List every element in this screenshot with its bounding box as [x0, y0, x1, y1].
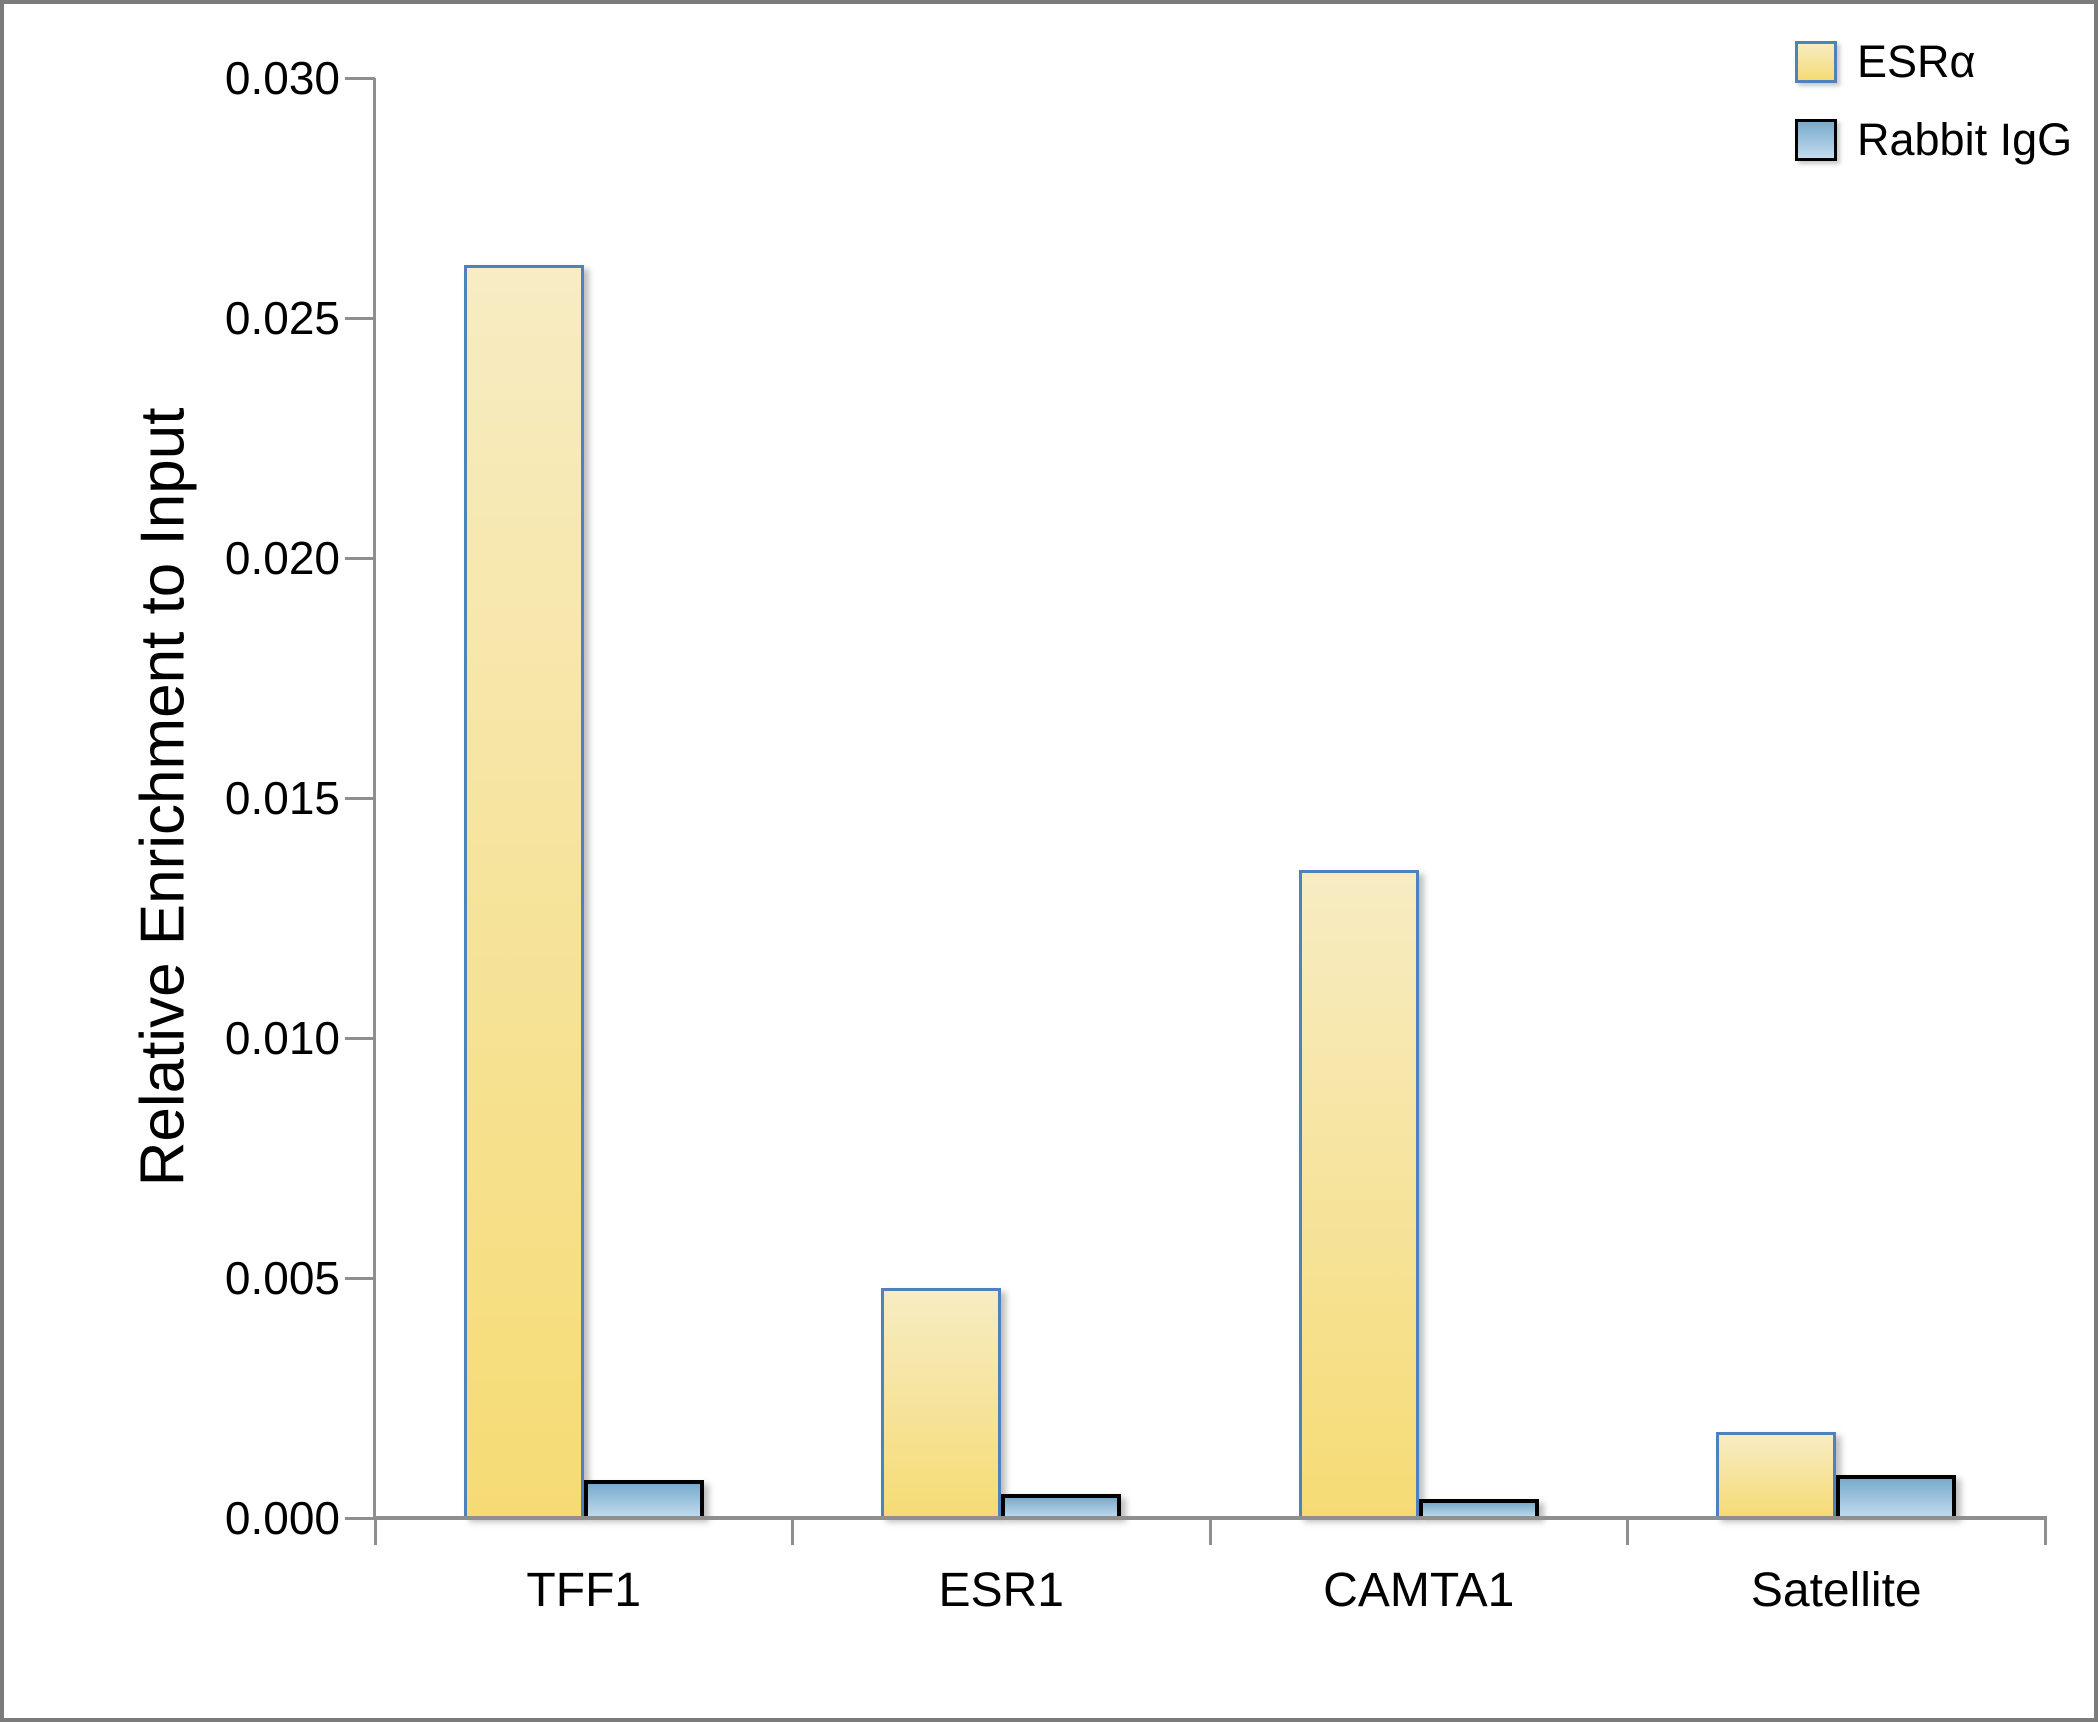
y-axis-tick	[345, 1036, 375, 1040]
legend-swatch-rabbit-igg	[1795, 119, 1837, 161]
x-axis-tick	[791, 1518, 794, 1545]
x-category-label-camta1: CAMTA1	[1323, 1564, 1515, 1617]
y-tick-label: 0.030	[224, 52, 340, 104]
y-tick-label: 0.010	[224, 1012, 340, 1064]
bar-rabbit-igg-camta1	[1418, 1498, 1539, 1518]
x-axis-tick	[1208, 1518, 1212, 1545]
y-axis-tick	[345, 1516, 375, 1520]
legend-swatch-esra	[1795, 41, 1837, 83]
y-axis-tick	[345, 76, 375, 80]
bar-rabbit-igg-tff1	[583, 1479, 704, 1518]
legend-item-rabbit-igg: Rabbit IgG	[1795, 116, 2072, 164]
x-axis-tick	[1626, 1518, 1629, 1545]
bar-esrα-camta1	[1298, 870, 1419, 1518]
bar-esrα-esr1	[881, 1287, 1002, 1518]
y-axis-tick	[345, 316, 375, 320]
legend-label-rabbit-igg: Rabbit IgG	[1857, 114, 2073, 165]
legend-item-esra: ESRα	[1795, 38, 2072, 86]
x-axis-line	[373, 1516, 2047, 1520]
y-tick-label: 0.005	[224, 1252, 340, 1304]
x-category-label-tff1: TFF1	[526, 1564, 642, 1617]
legend-label-esra: ESRα	[1857, 36, 1976, 87]
bar-esrα-satellite	[1716, 1431, 1837, 1518]
y-axis-tick	[345, 796, 375, 800]
y-tick-label: 0.000	[224, 1492, 340, 1544]
y-axis-tick	[345, 1276, 375, 1280]
bar-esrα-tff1	[463, 265, 584, 1518]
bar-rabbit-igg-satellite	[1836, 1474, 1957, 1518]
x-category-label-satellite: Satellite	[1750, 1564, 1922, 1617]
x-category-label-esr1: ESR1	[938, 1564, 1064, 1617]
x-axis-tick	[2043, 1518, 2047, 1545]
y-tick-label: 0.025	[224, 292, 340, 344]
y-tick-label: 0.020	[224, 532, 340, 584]
x-axis-tick	[373, 1518, 377, 1545]
bar-rabbit-igg-esr1	[1001, 1494, 1122, 1518]
y-tick-label: 0.015	[224, 772, 340, 824]
y-axis-tick	[345, 556, 375, 560]
legend: ESRα Rabbit IgG	[1795, 38, 2072, 164]
